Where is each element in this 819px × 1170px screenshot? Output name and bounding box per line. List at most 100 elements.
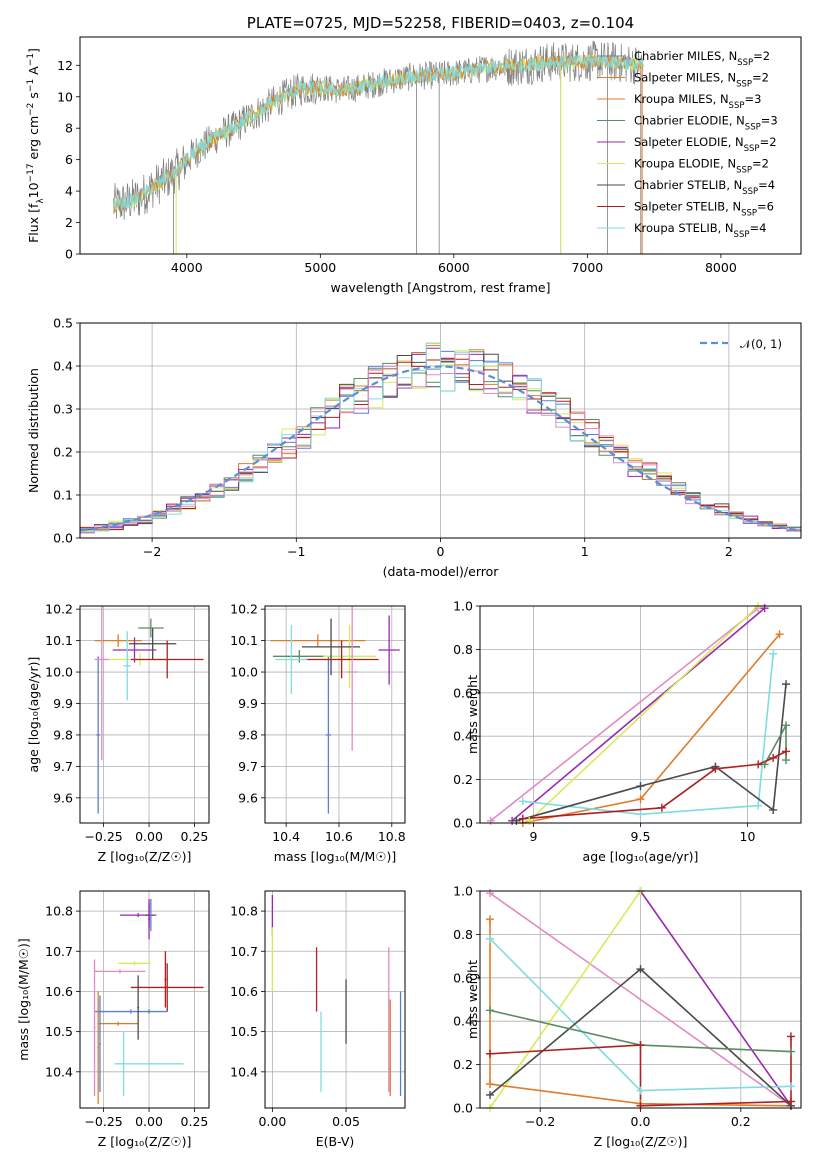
y-axis-label-part: 10 bbox=[26, 182, 41, 198]
legend-entry: Kroupa STELIB, NSSP=4 bbox=[634, 221, 766, 240]
legend-sub: SSP bbox=[736, 166, 752, 176]
series-marker bbox=[782, 747, 791, 756]
axes-mass-vs-EBV: 0.00 0.05 10.4 10.5 10.6 10.7 10.8 E(B-V) bbox=[230, 890, 406, 1149]
y-tick-label: 0.6 bbox=[453, 685, 473, 700]
y-tick-label: 10.4 bbox=[230, 1064, 258, 1079]
series-line bbox=[639, 891, 792, 1107]
y-tick-label: 10.8 bbox=[45, 904, 73, 919]
x-axis-label: Z [log₁₀(Z/Z☉)] bbox=[98, 849, 192, 864]
y-tick-label: 10.8 bbox=[230, 904, 258, 919]
axes-frame bbox=[79, 36, 802, 255]
y-tick-label: 0.6 bbox=[453, 970, 473, 985]
axes-frame bbox=[79, 605, 210, 824]
legend-entry: 𝒩(0, 1) bbox=[740, 337, 782, 351]
series-marker bbox=[518, 797, 527, 806]
series-marker bbox=[711, 764, 720, 773]
y-tick-label: 9.8 bbox=[238, 727, 258, 742]
x-tick-label: −0.2 bbox=[525, 1114, 555, 1129]
legend-label: Kroupa MILES, N bbox=[634, 92, 729, 106]
x-tick-label: 0.25 bbox=[181, 1114, 209, 1129]
chart-title: PLATE=0725, MJD=52258, FIBERID=0403, z=0… bbox=[247, 14, 634, 32]
legend-entry: Salpeter STELIB, NSSP=6 bbox=[634, 200, 774, 219]
y-tick-label: 9.7 bbox=[238, 759, 258, 774]
x-tick-label: 0.00 bbox=[258, 1114, 286, 1129]
series-marker bbox=[486, 934, 495, 943]
y-axis-label-part: λ bbox=[36, 198, 46, 204]
series-marker bbox=[518, 814, 527, 823]
x-tick-label: 10.8 bbox=[378, 829, 406, 844]
series-marker bbox=[636, 1086, 645, 1095]
legend-tail: =4 bbox=[749, 221, 766, 235]
legend-tail: =3 bbox=[744, 92, 761, 106]
y-tick-label: 0.8 bbox=[453, 642, 473, 657]
series-marker bbox=[786, 1082, 795, 1091]
legend-entry: Chabrier ELODIE, NSSP=3 bbox=[634, 114, 778, 133]
x-tick-label: 0.00 bbox=[135, 1114, 163, 1129]
y-axis-label-part: erg cm bbox=[26, 116, 41, 164]
legend-entry: Kroupa MILES, NSSP=3 bbox=[634, 92, 761, 111]
legend-sub: SSP bbox=[742, 187, 758, 197]
y-tick-label: 10.7 bbox=[45, 944, 73, 959]
axes-frame bbox=[79, 890, 210, 1109]
legend-sub: SSP bbox=[741, 209, 757, 219]
x-tick-label: −1 bbox=[287, 544, 305, 559]
series-marker bbox=[786, 1032, 795, 1041]
x-tick-label: 2 bbox=[725, 544, 733, 559]
y-tick-label: 1.0 bbox=[453, 599, 473, 614]
x-tick-label: 0.05 bbox=[332, 1114, 360, 1129]
x-tick-label: 6000 bbox=[438, 260, 470, 275]
series-line bbox=[522, 633, 781, 823]
y-tick-label: 8 bbox=[65, 121, 73, 136]
legend-sub: SSP bbox=[729, 101, 745, 111]
legend-label: Chabrier ELODIE, N bbox=[634, 114, 745, 128]
series-line bbox=[511, 607, 766, 822]
y-tick-label: 0.0 bbox=[453, 1101, 473, 1116]
series-line bbox=[489, 919, 792, 1107]
y-axis-label-part: −1 bbox=[26, 79, 36, 92]
x-tick-label: 9.5 bbox=[631, 829, 651, 844]
x-tick-label: −0.25 bbox=[84, 829, 122, 844]
y-axis-label-part: ] bbox=[26, 48, 41, 53]
y-tick-label: 0.2 bbox=[53, 445, 73, 460]
plot-area bbox=[490, 606, 787, 823]
series-line bbox=[522, 750, 787, 820]
series-marker bbox=[486, 1049, 495, 1058]
x-tick-label: 1 bbox=[581, 544, 589, 559]
axes-mass-vs-Z: −0.25 0.00 0.25 10.4 10.5 10.6 10.7 10.8 Z [log₁… bbox=[16, 890, 210, 1149]
x-tick-label: 0.0 bbox=[631, 1114, 651, 1129]
x-tick-label: 10 bbox=[740, 829, 756, 844]
legend-label: Chabrier MILES, N bbox=[634, 49, 737, 63]
y-tick-label: 1.0 bbox=[453, 884, 473, 899]
legend-entry: Salpeter ELODIE, NSSP=2 bbox=[634, 135, 777, 154]
y-tick-label: 4 bbox=[65, 184, 73, 199]
observed-spectrum-line bbox=[113, 40, 644, 220]
series-marker bbox=[775, 630, 784, 639]
axes-frame bbox=[264, 605, 406, 824]
x-axis-label: Z [log₁₀(Z/Z☉)] bbox=[98, 1134, 192, 1149]
legend-sub: SSP bbox=[744, 144, 760, 154]
y-axis-label: Normed distribution bbox=[26, 368, 41, 493]
series-marker bbox=[754, 801, 763, 810]
axes-spectrum: 4000 5000 6000 7000 8000 0 2 4 6 8 10 12 wavelength … bbox=[26, 14, 802, 295]
y-tick-label: 9.6 bbox=[53, 790, 73, 805]
series-line bbox=[489, 891, 642, 1108]
legend-sub: SSP bbox=[745, 123, 761, 133]
y-tick-label: 9.9 bbox=[238, 696, 258, 711]
legend-tail: =2 bbox=[752, 157, 769, 171]
legend-label: Salpeter ELODIE, N bbox=[634, 135, 744, 149]
x-axis-label: age [log₁₀(age/yr)] bbox=[583, 849, 699, 864]
y-tick-label: 9.6 bbox=[238, 790, 258, 805]
series-line bbox=[528, 606, 759, 822]
legend-sub: SSP bbox=[737, 58, 753, 68]
plot-area bbox=[80, 342, 801, 534]
series-marker bbox=[636, 965, 645, 974]
y-axis-label: mass weight bbox=[465, 675, 480, 754]
y-axis-label-part: −2 bbox=[26, 103, 36, 116]
x-tick-label: 0 bbox=[437, 544, 445, 559]
y-tick-label: 10.5 bbox=[230, 1024, 258, 1039]
y-axis-label-part: A bbox=[26, 66, 41, 79]
series-marker bbox=[769, 753, 778, 762]
legend-entry: Chabrier MILES, NSSP=2 bbox=[634, 49, 770, 68]
